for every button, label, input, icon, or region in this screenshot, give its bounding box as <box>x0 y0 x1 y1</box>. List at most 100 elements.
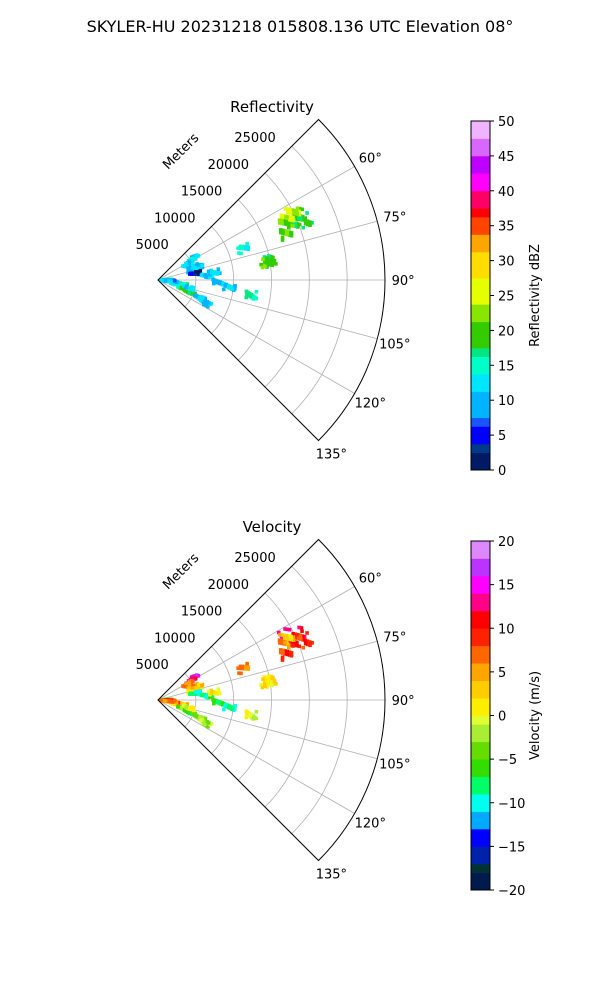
sector-outline <box>157 538 386 862</box>
echo-bin <box>218 271 222 275</box>
echo-cluster <box>181 283 196 293</box>
echo-bin <box>212 701 216 706</box>
velocity-panel: Velocity 5000 10000 15000 20000 25000 60° 75° 9… <box>136 518 543 899</box>
echo-bin <box>189 692 194 696</box>
echo-bin <box>199 295 203 299</box>
echo-bin <box>279 218 284 223</box>
echo-bin <box>265 256 270 261</box>
colorbar-segment <box>471 863 490 873</box>
echo-bin <box>287 653 292 657</box>
echo-bin <box>297 209 301 214</box>
echo-bin <box>289 637 294 642</box>
echo-bin <box>281 213 286 218</box>
echo-cluster <box>221 282 237 292</box>
echo-bin <box>192 713 197 718</box>
echo-bin <box>240 666 244 671</box>
colorbar-segment <box>471 417 490 427</box>
echo-bin <box>284 217 288 221</box>
echo-bin <box>283 207 288 211</box>
colorbar-segment <box>471 689 490 699</box>
echo-bin <box>295 222 300 226</box>
echo-bin <box>280 655 285 660</box>
echo-bin <box>268 677 273 681</box>
echo-bin <box>242 666 246 671</box>
echo-bin <box>301 225 306 230</box>
colorbar-label: Reflectivity dBZ <box>528 244 543 347</box>
echo-bin <box>289 223 293 228</box>
colorbar-segment <box>471 593 490 603</box>
echo-bin <box>287 230 292 234</box>
echo-bin <box>218 691 222 695</box>
echo-bin <box>293 643 297 647</box>
echo-bin <box>262 255 267 259</box>
echo-bin <box>289 651 294 655</box>
colorbar-segment <box>471 654 490 664</box>
colorbar-tick-label: −10 <box>498 797 525 812</box>
echo-bin <box>286 217 291 222</box>
echo-bin <box>184 285 188 290</box>
colorbar-segment <box>471 330 490 340</box>
echo-bin <box>208 275 213 279</box>
echo-bin <box>289 231 294 235</box>
echo-bin <box>239 251 243 256</box>
colorbar-segment <box>471 391 490 401</box>
echo-bin <box>201 693 206 698</box>
azimuth-tick-label: 60° <box>359 151 382 166</box>
echo-bin <box>176 705 180 709</box>
colorbar-segment <box>471 671 490 681</box>
velocity-polar-frame <box>157 538 386 862</box>
echo-bin <box>303 221 308 226</box>
echo-cluster <box>188 689 203 697</box>
echo-bin <box>287 650 292 654</box>
colorbar-segment <box>471 121 490 131</box>
echo-bin <box>280 658 285 662</box>
echo-bin <box>289 634 293 639</box>
colorbar-segment <box>471 820 490 830</box>
echo-bin <box>259 682 263 687</box>
range-tick-label: 15000 <box>181 605 222 620</box>
echo-cluster <box>181 703 196 713</box>
echo-bin <box>272 681 276 685</box>
echo-bin <box>284 219 288 224</box>
echo-bin <box>260 685 265 690</box>
colorbar-segment <box>471 199 490 209</box>
echo-bin <box>185 702 190 706</box>
echo-bin <box>288 220 293 224</box>
echo-bin <box>269 260 273 264</box>
echo-bin <box>195 267 200 272</box>
echo-bin <box>267 254 271 258</box>
echo-bin <box>287 645 291 650</box>
reflectivity-colorbar: 0 5 10 15 20 25 30 35 40 45 50 Reflectivity dBZ <box>470 115 543 479</box>
echo-bin <box>302 634 307 639</box>
colorbar-segment <box>471 155 490 166</box>
echo-bin <box>301 637 305 642</box>
sector-outline <box>157 118 386 442</box>
echo-bin <box>286 219 291 224</box>
echo-bin <box>246 245 251 249</box>
echo-bin <box>283 640 287 645</box>
echo-bin <box>300 634 305 639</box>
echo-bin <box>285 229 290 234</box>
range-tick-label: 25000 <box>234 551 275 566</box>
echo-bin <box>205 299 210 304</box>
echo-bin <box>190 711 195 715</box>
colorbar-segment <box>471 785 490 795</box>
azimuth-tick-label: 120° <box>355 817 386 832</box>
colorbar-segment <box>471 190 490 200</box>
echo-bin <box>245 661 249 666</box>
colorbar-segment <box>471 558 490 568</box>
colorbar-segment <box>471 645 490 655</box>
colorbar-tick-label: −5 <box>498 753 517 768</box>
echo-bin <box>189 285 194 289</box>
echo-bin <box>265 258 269 263</box>
echo-bin <box>265 678 269 683</box>
colorbar-segment <box>471 855 490 865</box>
echo-bin <box>263 258 267 262</box>
echo-bin <box>188 692 192 696</box>
echo-bin <box>277 218 282 223</box>
echo-bin <box>288 207 292 212</box>
echo-bin <box>244 289 249 294</box>
echo-bin <box>233 284 237 288</box>
echo-bin <box>285 210 290 214</box>
echo-cluster <box>206 687 222 697</box>
